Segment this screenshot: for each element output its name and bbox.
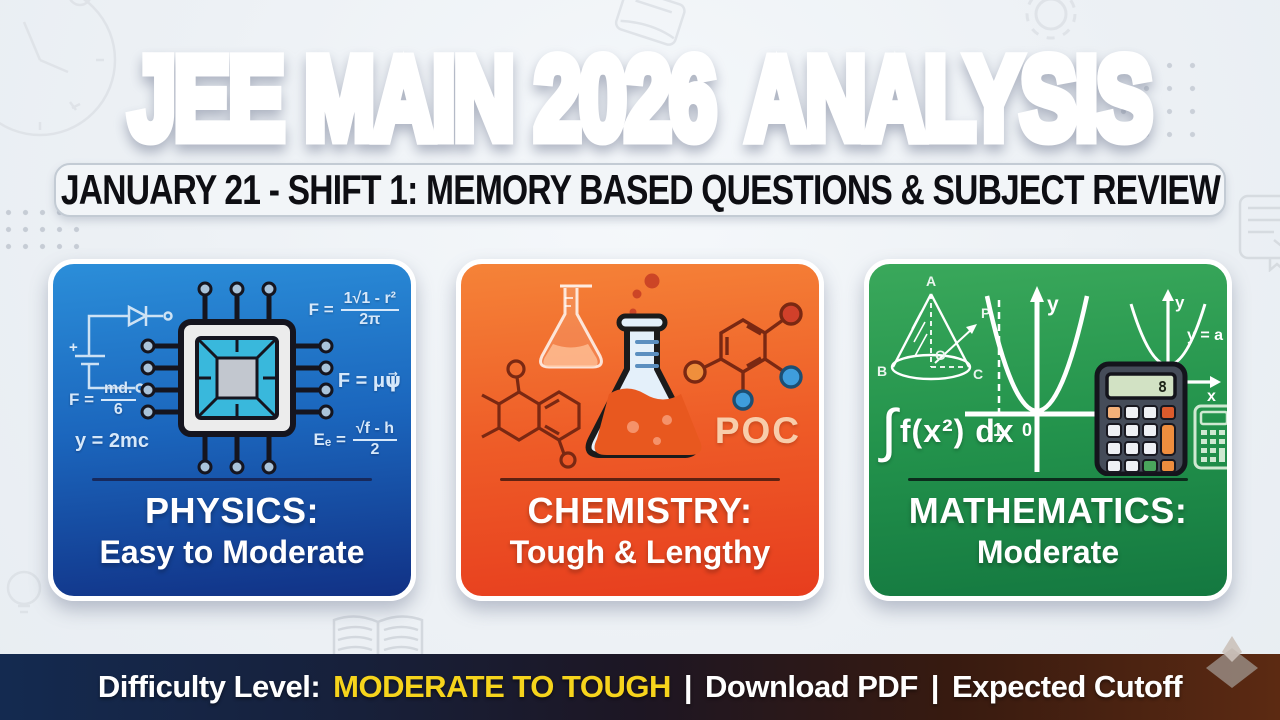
bookmark-book-doodle (1238, 194, 1280, 272)
chemistry-subject-label: CHEMISTRY: (527, 490, 753, 531)
main-flask-icon (585, 313, 702, 458)
cone-label-a: A (926, 273, 936, 289)
footer-separator: | (930, 669, 940, 704)
chemistry-illustration: POC (461, 264, 819, 476)
expected-cutoff-link[interactable]: Expected Cutoff (951, 669, 1183, 704)
circuit-plus-label: + (69, 339, 78, 356)
diode-circuit-icon (75, 304, 173, 393)
microchip-icon (140, 281, 334, 475)
cone-label-b: B (877, 363, 887, 379)
parabola-graph-icon (965, 286, 1103, 472)
subject-cards-row: + (48, 259, 1232, 601)
mathematics-illustration: A B C O P y (869, 264, 1227, 476)
mathematics-subject-label: MATHEMATICS: (908, 490, 1188, 531)
small-flask-icon (539, 284, 603, 369)
cone-label-p: P (981, 305, 990, 321)
axis-label-neg1: -1 (987, 420, 1003, 440)
calculator-icon: 8 (1094, 361, 1188, 476)
physics-card: + (48, 259, 416, 601)
physics-subject-label: PHYSICS: (144, 490, 320, 531)
physics-illustration: + (53, 264, 411, 476)
subtitle-banner: JANUARY 21 - SHIFT 1: MEMORY BASED QUEST… (54, 163, 1226, 217)
difficulty-label: Difficulty Level: (97, 669, 321, 704)
molecule-right-icon (683, 302, 803, 411)
integral-label: ∫ f(x²) dx (881, 398, 1015, 463)
card-divider (500, 478, 780, 481)
footer-separator: | (683, 669, 693, 704)
title-jee-main: JEE MAIN 2026 (129, 40, 717, 158)
cone-icon (890, 293, 977, 381)
footer-bar: Difficulty Level: MODERATE TO TOUGH | Do… (0, 654, 1280, 720)
axis-label-x2: x (1207, 388, 1216, 405)
molecule-left-icon (481, 359, 581, 469)
difficulty-value: MODERATE TO TOUGH (333, 669, 671, 704)
physics-formula-2: F = μψ⃗ (337, 370, 401, 392)
mathematics-card: A B C O P y (864, 259, 1232, 601)
card-divider (92, 478, 372, 481)
axis-label-y1: y (1047, 293, 1059, 316)
mathematics-difficulty-label: Moderate (976, 534, 1120, 570)
poc-label: POC (714, 410, 801, 451)
subtitle-banner-text: JANUARY 21 - SHIFT 1: MEMORY BASED QUEST… (60, 166, 1220, 213)
physics-formula-4: y = 2mc (75, 430, 149, 452)
chemistry-card: POC CHEMISTRY: Tough & Lengthy (456, 259, 824, 601)
physics-formula-3: F = md. 6 (69, 380, 136, 420)
cone-label-c: C (973, 366, 983, 382)
axis-label-zero: 0 (1022, 420, 1032, 440)
calculator-outline-icon (1193, 404, 1227, 470)
axis-label-y2: y (1175, 293, 1185, 312)
page-title: JEE MAIN 2026 ANALYSIS (0, 40, 1280, 158)
download-pdf-link[interactable]: Download PDF (705, 669, 918, 704)
title-analysis: ANALYSIS (746, 40, 1153, 158)
curve-equation-label: y = a (1187, 327, 1223, 344)
physics-difficulty-label: Easy to Moderate (99, 534, 365, 570)
calculator-display: 8 (1158, 378, 1167, 396)
diamond-ornament (1206, 636, 1258, 688)
physics-formula-1: F = 1√1 - r² 2π (309, 290, 399, 330)
cone-label-o: O (935, 347, 946, 363)
bubbles-icon (629, 273, 660, 316)
chemistry-difficulty-label: Tough & Lengthy (509, 534, 771, 570)
card-divider (908, 478, 1188, 481)
